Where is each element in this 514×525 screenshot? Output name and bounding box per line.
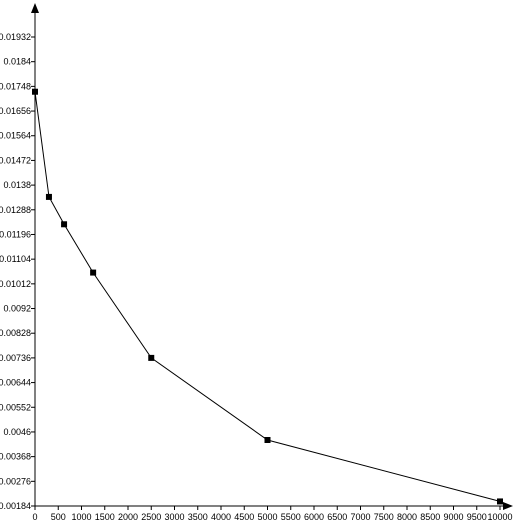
x-axis <box>35 502 513 510</box>
data-point <box>61 221 68 228</box>
y-tick-label: 0.01472 <box>0 155 31 165</box>
x-tick-label: 4000 <box>211 512 231 522</box>
y-tick-label: 0.00828 <box>0 328 31 338</box>
x-tick-label: 10000 <box>487 512 512 522</box>
x-tick-label: 3500 <box>188 512 208 522</box>
y-tick-label: 0.00184 <box>0 501 31 511</box>
y-tick-label: 0.00644 <box>0 378 31 388</box>
y-tick-label: 0.00276 <box>0 476 31 486</box>
series <box>32 88 503 505</box>
x-tick-label: 6500 <box>327 512 347 522</box>
x-tick-label: 2000 <box>118 512 138 522</box>
x-tick-label: 3000 <box>164 512 184 522</box>
data-point <box>32 88 38 95</box>
y-axis-arrow <box>31 3 39 13</box>
x-tick-label: 7000 <box>350 512 370 522</box>
y-tick-label: 0.0138 <box>3 180 31 190</box>
x-ticks: 0 500 1000 1500 2000 2500 3000 3500 4000 4500 5000… <box>32 506 513 522</box>
y-tick-label: 0.0046 <box>3 427 31 437</box>
x-tick-label: 8500 <box>420 512 440 522</box>
x-tick-label: 1000 <box>71 512 91 522</box>
y-tick-label: 0.00368 <box>0 452 31 462</box>
y-ticks: 0.00184 0.00276 0.00368 0.0046 0.00552 0.0064… <box>0 32 35 511</box>
x-tick-label: 5500 <box>281 512 301 522</box>
x-tick-label: 0 <box>32 512 37 522</box>
x-tick-label: 9000 <box>443 512 463 522</box>
x-axis-arrow <box>503 502 513 510</box>
y-tick-label: 0.01196 <box>0 229 31 239</box>
x-tick-label: 8000 <box>397 512 417 522</box>
x-tick-label: 6000 <box>304 512 324 522</box>
data-point <box>148 354 155 361</box>
y-tick-label: 0.01564 <box>0 131 31 141</box>
x-tick-label: 9500 <box>467 512 487 522</box>
y-tick-label: 0.00552 <box>0 402 31 412</box>
y-tick-label: 0.0184 <box>3 57 31 67</box>
y-tick-label: 0.0092 <box>3 304 31 314</box>
y-tick-label: 0.00736 <box>0 353 31 363</box>
y-tick-label: 0.01104 <box>0 254 31 264</box>
y-tick-label: 0.01012 <box>0 279 31 289</box>
data-point <box>264 436 271 443</box>
x-tick-label: 1500 <box>95 512 115 522</box>
y-tick-label: 0.01748 <box>0 81 31 91</box>
x-tick-label: 7500 <box>374 512 394 522</box>
x-tick-label: 500 <box>51 512 66 522</box>
y-tick-label: 0.01932 <box>0 32 31 42</box>
y-tick-label: 0.01656 <box>0 106 31 116</box>
x-tick-label: 5000 <box>257 512 277 522</box>
x-tick-label: 4500 <box>234 512 254 522</box>
data-point <box>497 498 503 505</box>
data-point <box>45 193 52 200</box>
y-tick-label: 0.01288 <box>0 205 31 215</box>
y-axis <box>31 3 39 510</box>
x-tick-label: 2500 <box>141 512 161 522</box>
data-point <box>90 269 97 276</box>
